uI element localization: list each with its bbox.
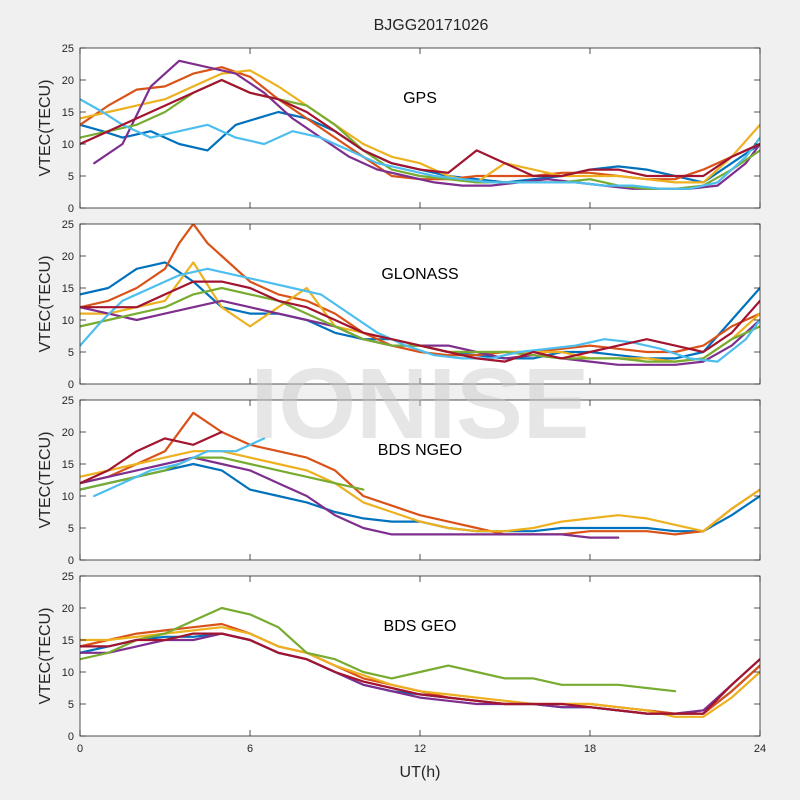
series-line-6 (80, 78, 760, 178)
subplot-3: 0 5 10 15 20 25 0 6 12 18 24 BDS GEO VTEC(TECU) (37, 571, 766, 755)
series-line-5 (93, 437, 266, 498)
series-line-5 (80, 98, 760, 190)
y-tick-label: 10 (62, 491, 74, 503)
y-tick-label: 15 (62, 635, 74, 647)
series-group (80, 224, 760, 366)
series-line-1 (80, 411, 760, 536)
y-tick-label: 20 (62, 427, 74, 439)
y-tick-label: 15 (62, 107, 74, 119)
x-tick-label: 24 (754, 743, 766, 755)
y-tick-label: 25 (62, 395, 74, 407)
y-tick-label: 0 (68, 555, 74, 567)
series-line-5 (80, 267, 760, 363)
panel-title: GPS (403, 90, 437, 107)
series-group (80, 606, 760, 718)
x-axis-label: UT(h) (400, 764, 441, 781)
y-tick-label: 0 (68, 203, 74, 215)
series-line-6 (80, 280, 760, 363)
x-tick-label: 12 (414, 743, 426, 755)
y-tick-label: 5 (68, 699, 74, 711)
y-tick-label: 10 (62, 667, 74, 679)
y-tick-label: 15 (62, 459, 74, 471)
y-tick-label: 25 (62, 219, 74, 231)
panel-title: BDS GEO (384, 618, 457, 635)
plot-area (80, 48, 760, 208)
y-tick-label: 25 (62, 43, 74, 55)
y-tick-label: 15 (62, 283, 74, 295)
y-axis-label: VTEC(TECU) (37, 432, 54, 529)
series-line-2 (80, 626, 760, 718)
series-group (80, 59, 760, 190)
series-line-6 (80, 430, 223, 485)
y-tick-label: 5 (68, 347, 74, 359)
series-line-3 (80, 456, 620, 539)
figure-title: BJGG20171026 (374, 17, 489, 34)
series-line-4 (80, 456, 365, 491)
y-axis-label: VTEC(TECU) (37, 608, 54, 705)
x-tick-label: 0 (77, 743, 83, 755)
x-tick-label: 6 (247, 743, 253, 755)
y-tick-label: 20 (62, 75, 74, 87)
y-tick-label: 5 (68, 171, 74, 183)
y-tick-label: 5 (68, 523, 74, 535)
y-tick-label: 0 (68, 731, 74, 743)
y-axis-label: VTEC(TECU) (37, 256, 54, 353)
y-axis-label: VTEC(TECU) (37, 80, 54, 177)
y-tick-label: 10 (62, 139, 74, 151)
series-group (80, 411, 760, 539)
series-line-2 (80, 450, 760, 533)
panel-title: GLONASS (381, 266, 458, 283)
y-tick-label: 10 (62, 315, 74, 327)
y-tick-label: 0 (68, 379, 74, 391)
x-tick-label: 18 (584, 743, 596, 755)
subplot-2: 0 5 10 15 20 25 BDS NGEO VTEC(TECU) (37, 395, 761, 567)
subplots: 0 5 10 15 20 25 GPS VTEC(TECU) 0 5 10 15 20 25 GLONASS… (37, 43, 766, 755)
y-tick-label: 20 (62, 251, 74, 263)
subplot-0: 0 5 10 15 20 25 GPS VTEC(TECU) (37, 43, 761, 215)
series-line-4 (80, 606, 677, 693)
y-tick-label: 20 (62, 603, 74, 615)
watermark: IONISE (251, 348, 590, 460)
panel-title: BDS NGEO (378, 442, 462, 459)
y-tick-label: 25 (62, 571, 74, 583)
subplot-1: 0 5 10 15 20 25 GLONASS VTEC(TECU) (37, 219, 761, 391)
series-line-2 (80, 69, 760, 184)
series-line-5 (80, 632, 760, 715)
